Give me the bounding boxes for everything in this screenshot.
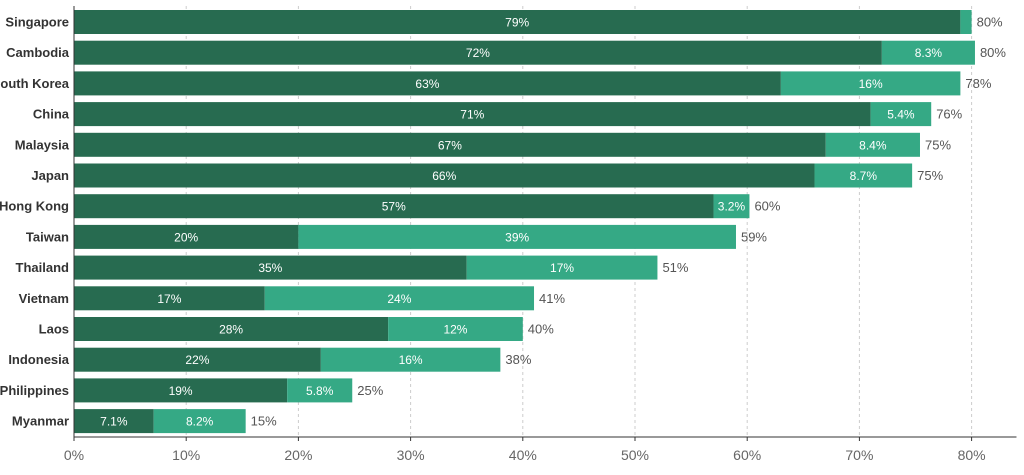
data-label-myanmar-segment-2: 8.2% bbox=[186, 415, 214, 429]
category-label-philippines: Philippines bbox=[0, 383, 69, 398]
data-label-laos-segment-1: 28% bbox=[219, 323, 243, 337]
total-label-singapore: 80% bbox=[977, 15, 1003, 30]
x-tick-label: 0% bbox=[64, 447, 84, 463]
data-label-japan-segment-2: 8.7% bbox=[850, 169, 878, 183]
bar-philippines-segment-1 bbox=[74, 378, 288, 403]
x-tick-label: 60% bbox=[733, 447, 761, 463]
data-label-japan-segment-1: 66% bbox=[432, 169, 456, 183]
bar-singapore-segment-2 bbox=[960, 10, 972, 34]
data-label-laos-segment-2: 12% bbox=[443, 323, 467, 337]
bar-japan-segment-2 bbox=[814, 163, 913, 188]
bar-thailand-segment-1 bbox=[74, 255, 467, 280]
data-label-singapore-segment-1: 79% bbox=[505, 16, 529, 30]
bar-malaysia-segment-2 bbox=[825, 132, 920, 157]
bar-philippines-segment-2 bbox=[287, 378, 353, 403]
bar-indonesia-segment-1 bbox=[74, 347, 321, 372]
data-label-philippines-segment-1: 19% bbox=[169, 384, 193, 398]
category-label-malaysia: Malaysia bbox=[15, 137, 70, 152]
data-label-myanmar-segment-1: 7.1% bbox=[100, 415, 128, 429]
bar-south-korea-segment-1 bbox=[74, 71, 781, 96]
bar-laos-segment-2 bbox=[388, 317, 523, 341]
data-label-thailand-segment-1: 35% bbox=[258, 261, 282, 275]
labels: Singapore 79% 80% Cambodia 72% 8.3% 80% South K… bbox=[0, 15, 1006, 429]
total-label-taiwan: 59% bbox=[741, 229, 767, 244]
bar-vietnam-segment-1 bbox=[74, 286, 265, 311]
category-label-singapore: Singapore bbox=[5, 15, 69, 30]
total-label-japan: 75% bbox=[917, 168, 943, 183]
data-label-china-segment-2: 5.4% bbox=[887, 108, 915, 122]
category-label-japan: Japan bbox=[31, 168, 69, 183]
x-tick-label: 40% bbox=[509, 447, 537, 463]
data-label-taiwan-segment-1: 20% bbox=[174, 230, 198, 244]
x-tick-label: 30% bbox=[397, 447, 425, 463]
x-tick-label: 50% bbox=[621, 447, 649, 463]
bar-myanmar-segment-1 bbox=[74, 409, 154, 434]
data-label-thailand-segment-2: 17% bbox=[550, 261, 574, 275]
x-tick-label: 70% bbox=[845, 447, 873, 463]
x-axis: 0% 10% 20% 30% 40% 50% 60% 70% 80% bbox=[64, 6, 1017, 463]
data-label-south-korea-segment-2: 16% bbox=[859, 77, 883, 91]
bar-taiwan-segment-1 bbox=[74, 224, 299, 249]
total-label-laos: 40% bbox=[528, 322, 554, 337]
data-label-taiwan-segment-2: 39% bbox=[505, 230, 529, 244]
category-label-myanmar: Myanmar bbox=[12, 414, 69, 429]
bar-taiwan-segment-2 bbox=[298, 224, 736, 249]
category-label-china: China bbox=[33, 107, 70, 122]
data-label-vietnam-segment-1: 17% bbox=[157, 292, 181, 306]
bar-china-segment-2 bbox=[870, 102, 932, 127]
data-label-philippines-segment-2: 5.8% bbox=[306, 384, 334, 398]
total-label-china: 76% bbox=[936, 107, 962, 122]
bar-thailand-segment-2 bbox=[466, 255, 658, 280]
bar-indonesia-segment-2 bbox=[320, 347, 501, 372]
total-label-hong-kong: 60% bbox=[754, 199, 780, 214]
total-label-indonesia: 38% bbox=[505, 352, 531, 367]
category-label-south-korea: South Korea bbox=[0, 76, 70, 91]
bars bbox=[74, 10, 975, 434]
total-label-vietnam: 41% bbox=[539, 291, 565, 306]
bar-cambodia-segment-1 bbox=[74, 40, 882, 65]
total-label-thailand: 51% bbox=[662, 260, 688, 275]
x-tick-label: 20% bbox=[284, 447, 312, 463]
data-label-malaysia-segment-2: 8.4% bbox=[859, 138, 887, 152]
bar-south-korea-segment-2 bbox=[780, 71, 961, 96]
data-label-hong-kong-segment-1: 57% bbox=[382, 200, 406, 214]
bar-china-segment-1 bbox=[74, 102, 871, 127]
category-label-taiwan: Taiwan bbox=[26, 229, 69, 244]
category-label-cambodia: Cambodia bbox=[6, 45, 70, 60]
bar-malaysia-segment-1 bbox=[74, 132, 826, 157]
total-label-myanmar: 15% bbox=[251, 414, 277, 429]
data-label-indonesia-segment-1: 22% bbox=[185, 353, 209, 367]
bar-japan-segment-1 bbox=[74, 163, 815, 188]
total-label-malaysia: 75% bbox=[925, 137, 951, 152]
bar-singapore-segment-1 bbox=[74, 10, 961, 34]
category-label-vietnam: Vietnam bbox=[19, 291, 69, 306]
category-label-indonesia: Indonesia bbox=[8, 352, 69, 367]
bar-vietnam-segment-2 bbox=[264, 286, 535, 311]
bar-cambodia-segment-2 bbox=[881, 40, 975, 65]
total-label-cambodia: 80% bbox=[980, 45, 1006, 60]
total-label-south-korea: 78% bbox=[965, 76, 991, 91]
bar-laos-segment-1 bbox=[74, 317, 389, 341]
data-label-cambodia-segment-1: 72% bbox=[466, 46, 490, 60]
bar-hong-kong-segment-2 bbox=[713, 194, 750, 219]
category-label-hong-kong: Hong Kong bbox=[0, 199, 69, 214]
data-label-south-korea-segment-1: 63% bbox=[415, 77, 439, 91]
total-label-philippines: 25% bbox=[357, 383, 383, 398]
data-label-hong-kong-segment-2: 3.2% bbox=[718, 200, 746, 214]
data-label-china-segment-1: 71% bbox=[460, 108, 484, 122]
data-label-cambodia-segment-2: 8.3% bbox=[915, 46, 943, 60]
data-label-malaysia-segment-1: 67% bbox=[438, 138, 462, 152]
bar-hong-kong-segment-1 bbox=[74, 194, 714, 219]
data-label-indonesia-segment-2: 16% bbox=[399, 353, 423, 367]
data-label-vietnam-segment-2: 24% bbox=[387, 292, 411, 306]
x-tick-label: 80% bbox=[958, 447, 986, 463]
gridlines bbox=[185, 6, 973, 437]
x-tick-label: 10% bbox=[172, 447, 200, 463]
bar-myanmar-segment-2 bbox=[153, 409, 246, 434]
category-label-laos: Laos bbox=[39, 322, 69, 337]
category-label-thailand: Thailand bbox=[16, 260, 70, 275]
